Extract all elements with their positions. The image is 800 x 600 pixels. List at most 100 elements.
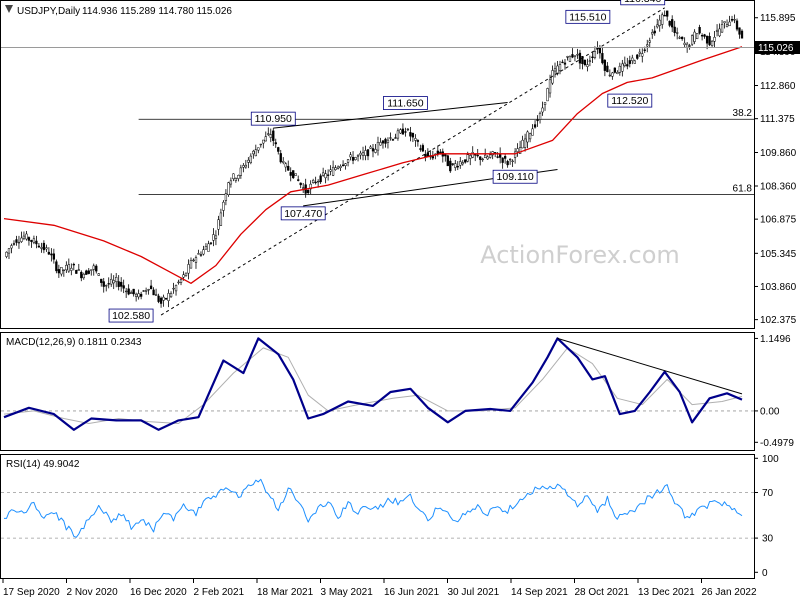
candle-body xyxy=(249,155,252,163)
candle-body xyxy=(77,269,80,271)
candle-body xyxy=(287,165,290,171)
annotation-box xyxy=(280,206,326,221)
rsi-title: RSI(14) 49.9042 xyxy=(6,459,80,470)
candle-body xyxy=(22,235,26,239)
x-tick-label: 13 Dec 2021 xyxy=(638,587,695,598)
candle-body xyxy=(631,57,634,61)
candle-body xyxy=(713,36,716,42)
candle-body xyxy=(95,265,98,272)
candle-body xyxy=(60,267,63,275)
candle-body xyxy=(144,290,148,292)
candle-body xyxy=(533,124,537,128)
candle-body xyxy=(633,60,636,64)
candle-body xyxy=(289,172,292,176)
annotation-box xyxy=(108,308,154,323)
candle-body xyxy=(371,148,375,152)
candle-body xyxy=(568,55,572,62)
candle-body xyxy=(17,241,21,244)
candle-body xyxy=(207,243,210,252)
candle-body xyxy=(82,273,85,279)
candle-body xyxy=(636,54,639,59)
candle-body xyxy=(222,201,225,211)
candle-body xyxy=(521,139,524,149)
candle-body xyxy=(47,251,51,255)
candle-body xyxy=(414,138,417,141)
fib-level-label: 38.2 xyxy=(733,108,753,119)
candle-body xyxy=(386,139,390,143)
candle-body xyxy=(50,253,53,256)
candle-body xyxy=(299,182,302,186)
price-panel-frame xyxy=(0,0,755,329)
candle-body xyxy=(578,52,582,64)
candle-body xyxy=(326,174,330,176)
annotation-box xyxy=(607,93,653,108)
candle-body xyxy=(379,142,382,146)
candle-body xyxy=(586,64,589,67)
candle-body xyxy=(389,137,392,139)
moving-average-line xyxy=(3,46,743,284)
candle-body xyxy=(374,149,377,153)
macd-panel-frame xyxy=(0,332,755,451)
candle-body xyxy=(501,157,504,163)
candle-body xyxy=(705,35,709,44)
candle-body xyxy=(132,288,135,295)
candle-body xyxy=(401,128,405,135)
candle-body xyxy=(513,151,517,158)
candle-body xyxy=(399,129,402,134)
price-y-tick-label: 111.375 xyxy=(760,114,795,125)
candle-body xyxy=(194,257,198,263)
candle-body xyxy=(341,164,345,166)
candle-body xyxy=(302,187,305,189)
candle-body xyxy=(366,149,370,157)
rsi-y-tick-label: 70 xyxy=(762,488,774,499)
price-y-tick-label: 103.860 xyxy=(760,282,797,293)
price-y-axis: 115.895114.390112.860111.375109.860108.3… xyxy=(754,13,797,326)
candle-body xyxy=(571,54,574,58)
annotation-label: 115.510 xyxy=(569,11,606,23)
candle-body xyxy=(32,238,36,243)
candle-body xyxy=(147,289,150,291)
candle-body xyxy=(152,289,155,296)
candle-body xyxy=(518,147,522,154)
macd-series xyxy=(3,337,743,431)
candle-body xyxy=(339,166,342,168)
macd-y-tick-label: 0.00 xyxy=(760,406,780,417)
candle-body xyxy=(55,261,58,272)
candle-body xyxy=(154,294,158,296)
candle-body xyxy=(479,156,482,160)
candle-body xyxy=(117,281,120,287)
candle-body xyxy=(336,166,340,169)
watermark: ActionForex.com xyxy=(480,241,680,269)
candle-body xyxy=(334,167,337,170)
candle-body xyxy=(359,152,362,156)
x-tick-label: 30 Jul 2021 xyxy=(448,587,500,598)
candle-body xyxy=(100,278,103,283)
candle-body xyxy=(421,145,425,152)
candle-body xyxy=(182,274,185,278)
candle-body xyxy=(40,247,43,249)
annotation-box xyxy=(620,0,666,6)
moving-average-path xyxy=(3,46,743,284)
candle-body xyxy=(112,280,115,284)
macd-y-tick-label: -0.4979 xyxy=(760,438,794,449)
candle-body xyxy=(364,150,367,156)
candle-body xyxy=(553,68,557,72)
candle-body xyxy=(105,285,108,287)
candle-body xyxy=(583,59,587,66)
candle-body xyxy=(621,63,624,72)
price-annotations: 102.580 110.950 107.470 111.650 109.110 115.5… xyxy=(108,0,666,323)
candle-body xyxy=(259,143,262,146)
candle-body xyxy=(603,59,607,71)
candle-body xyxy=(471,152,474,158)
dashed-trendline xyxy=(160,7,665,316)
candle-body xyxy=(361,152,365,156)
candle-body xyxy=(80,271,83,279)
candle-body xyxy=(312,180,315,183)
candle-body xyxy=(172,287,175,290)
rsi-y-axis: 100 70 30 0 xyxy=(754,454,779,579)
candle-body xyxy=(174,285,178,292)
candle-body xyxy=(257,147,260,151)
candle-body xyxy=(538,112,542,120)
candle-body xyxy=(573,55,577,57)
candle-body xyxy=(506,161,509,166)
